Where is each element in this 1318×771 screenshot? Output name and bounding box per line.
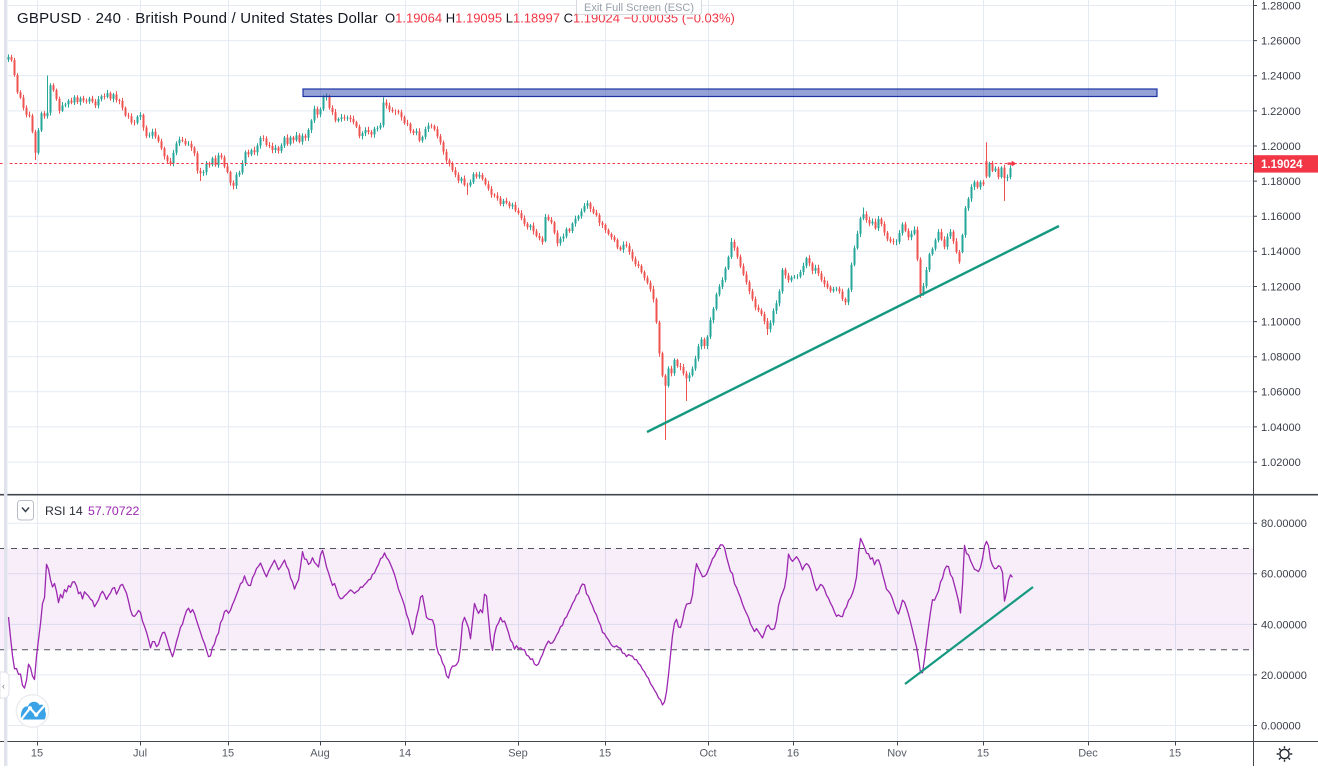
svg-text:14: 14 — [399, 748, 411, 760]
svg-text:57.70722: 57.70722 — [88, 504, 139, 518]
svg-text:60.00000: 60.00000 — [1261, 569, 1307, 581]
svg-text:1.14000: 1.14000 — [1261, 246, 1301, 258]
svg-text:1.20000: 1.20000 — [1261, 141, 1301, 153]
svg-text:Oct: Oct — [699, 748, 716, 760]
svg-text:Dec: Dec — [1078, 748, 1098, 760]
svg-text:80.00000: 80.00000 — [1261, 518, 1307, 530]
svg-text:Aug: Aug — [310, 748, 330, 760]
svg-text:1.18000: 1.18000 — [1261, 176, 1301, 188]
svg-text:1.02000: 1.02000 — [1261, 457, 1301, 469]
svg-text:1.22000: 1.22000 — [1261, 106, 1301, 118]
svg-text:40.00000: 40.00000 — [1261, 619, 1307, 631]
svg-text:1.26000: 1.26000 — [1261, 36, 1301, 48]
svg-text:20.00000: 20.00000 — [1261, 670, 1307, 682]
svg-text:Nov: Nov — [887, 748, 907, 760]
svg-text:‹: ‹ — [2, 681, 5, 691]
svg-text:1.04000: 1.04000 — [1261, 422, 1301, 434]
svg-text:Exit Full Screen (ESC): Exit Full Screen (ESC) — [584, 2, 694, 14]
svg-text:1.16000: 1.16000 — [1261, 211, 1301, 223]
svg-text:1.19024: 1.19024 — [1261, 159, 1303, 171]
svg-text:15: 15 — [977, 748, 989, 760]
svg-text:1.08000: 1.08000 — [1261, 352, 1301, 364]
svg-text:15: 15 — [222, 748, 234, 760]
svg-text:15: 15 — [599, 748, 611, 760]
svg-text:Sep: Sep — [508, 748, 528, 760]
svg-text:16: 16 — [787, 748, 799, 760]
svg-text:1.24000: 1.24000 — [1261, 71, 1301, 83]
svg-text:Jul: Jul — [133, 748, 147, 760]
svg-text:RSI: RSI — [45, 504, 66, 518]
svg-text:0.00000: 0.00000 — [1261, 720, 1301, 732]
svg-text:15: 15 — [31, 748, 43, 760]
svg-text:1.06000: 1.06000 — [1261, 387, 1301, 399]
svg-text:GBPUSD · 240 · British Pound /: GBPUSD · 240 · British Pound / United St… — [17, 10, 378, 27]
svg-text:1.28000: 1.28000 — [1261, 0, 1301, 12]
svg-text:14: 14 — [69, 504, 83, 518]
svg-text:1.10000: 1.10000 — [1261, 317, 1301, 329]
svg-text:15: 15 — [1169, 748, 1181, 760]
svg-text:1.12000: 1.12000 — [1261, 281, 1301, 293]
